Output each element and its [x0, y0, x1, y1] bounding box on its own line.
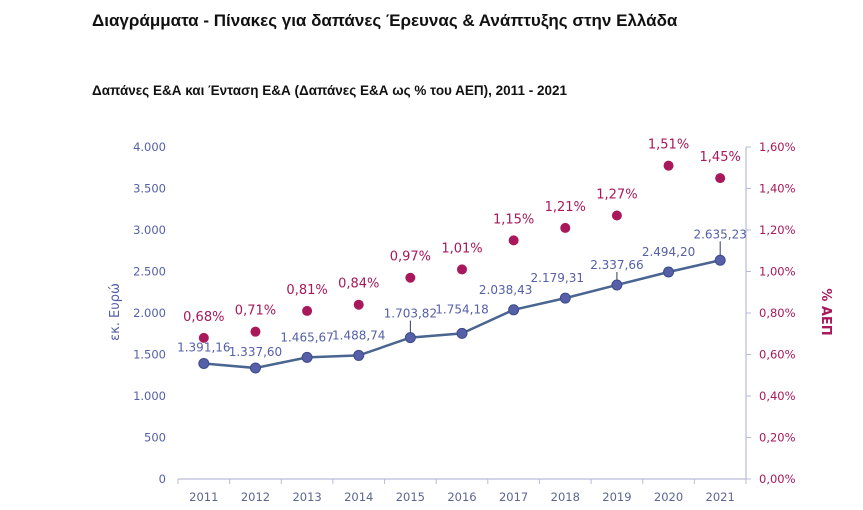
- intensity-data-label: 0,81%: [286, 283, 327, 298]
- x-tick-label: 2015: [396, 490, 425, 504]
- left-axis-ticks: 0 500 1.000 1.500 2.000 2.500 3.000 3.500 4.000: [133, 140, 166, 486]
- expenditure-data-label: 1.754,18: [435, 302, 488, 316]
- intensity-point: [198, 332, 209, 343]
- intensity-data-label: 1,15%: [493, 212, 534, 227]
- intensity-data-label: 0,97%: [390, 250, 431, 265]
- expenditure-point: [559, 292, 571, 304]
- y-right-tick-label: 0,40%: [759, 389, 796, 403]
- intensity-data-label: 0,84%: [338, 277, 379, 292]
- intensity-point: [405, 272, 416, 283]
- intensity-data-label: 1,21%: [545, 200, 586, 215]
- page-title: Διαγράμματα - Πίνακες για δαπάνες Έρευνα…: [92, 11, 678, 30]
- x-tick-label: 2021: [706, 490, 735, 504]
- intensity-point: [302, 305, 313, 316]
- expenditure-point: [301, 351, 313, 363]
- y-right-tick-label: 1,20%: [759, 223, 796, 237]
- intensity-point: [353, 299, 364, 310]
- x-tick-label: 2017: [499, 490, 528, 504]
- chart-title: Δαπάνες Ε&Α και Ένταση Ε&Α (Δαπάνες Ε&Α …: [92, 83, 567, 98]
- y-left-tick-label: 1.000: [133, 389, 166, 403]
- x-tick-label: 2013: [292, 490, 321, 504]
- x-tick-label: 2019: [602, 490, 631, 504]
- x-axis-ticks: 2011 2012 2013 2014 2015 2016 2017 2018 2019 2020…: [177, 479, 747, 504]
- intensity-point: [508, 235, 519, 246]
- y-left-tick-label: 0: [159, 472, 166, 486]
- expenditure-data-label: 2.179,31: [531, 271, 584, 285]
- x-tick-label: 2018: [551, 490, 580, 504]
- intensity-data-label: 1,45%: [700, 150, 741, 165]
- y-right-tick-label: 1,60%: [759, 140, 796, 154]
- y-right-tick-label: 0,80%: [759, 306, 796, 320]
- y-right-tick-label: 0,00%: [759, 472, 796, 486]
- intensity-point: [611, 210, 622, 221]
- x-tick-label: 2016: [447, 490, 476, 504]
- expenditure-data-label: 2.038,43: [479, 283, 532, 297]
- expenditure-data-label: 1.337,60: [229, 345, 282, 359]
- y-left-tick-label: 1.500: [133, 348, 166, 362]
- expenditure-point: [508, 304, 520, 316]
- x-tick-label: 2014: [344, 490, 373, 504]
- intensity-data-label: 1,51%: [648, 138, 689, 153]
- expenditure-data-label: 1.391,16: [177, 341, 230, 355]
- y-right-tick-label: 0,60%: [759, 348, 796, 362]
- intensity-point: [663, 160, 674, 171]
- y-right-tick-label: 1,00%: [759, 265, 796, 279]
- series-expenditure: 1.391,161.337,601.465,671.488,74 1.703,82…: [177, 227, 747, 374]
- expenditure-data-label: 1.703,82: [384, 307, 437, 321]
- y-left-tick-label: 3.000: [133, 223, 166, 237]
- intensity-data-label: 0,71%: [235, 304, 276, 319]
- x-tick-label: 2011: [189, 490, 218, 504]
- x-tick-label: 2020: [654, 490, 683, 504]
- series-intensity: 0,68% 0,71% 0,81% 0,84% 0,97% 1,01% 1,15% 1,21%…: [183, 138, 741, 343]
- expenditure-data-label: 2.337,66: [590, 258, 643, 272]
- expenditure-point: [353, 349, 365, 361]
- y-left-tick-label: 500: [144, 431, 166, 445]
- expenditure-data-label: 1.488,74: [332, 328, 385, 342]
- expenditure-data-label: 2.494,20: [642, 245, 695, 259]
- y-right-tick-label: 0,20%: [759, 431, 796, 445]
- expenditure-point: [611, 279, 623, 291]
- y-left-tick-label: 4.000: [133, 140, 166, 154]
- y-left-tick-label: 3.500: [133, 182, 166, 196]
- intensity-data-label: 0,68%: [183, 310, 224, 325]
- expenditure-point: [663, 266, 675, 278]
- expenditure-data-label: 1.465,67: [280, 330, 333, 344]
- right-axis-ticks: 0,00% 0,20% 0,40% 0,60% 0,80% 1,00% 1,20% 1,40%…: [746, 140, 796, 486]
- y-right-tick-label: 1,40%: [759, 182, 796, 196]
- expenditure-point: [249, 362, 261, 374]
- expenditure-data-label: 2.635,23: [693, 227, 746, 241]
- y-axis-left-label: εκ. Ευρώ: [108, 283, 123, 341]
- intensity-point: [560, 222, 571, 233]
- intensity-point: [715, 173, 726, 184]
- expenditure-point: [714, 254, 726, 266]
- intensity-point: [457, 264, 467, 275]
- y-left-tick-label: 2.000: [133, 306, 166, 320]
- expenditure-point: [456, 327, 468, 339]
- intensity-data-label: 1,27%: [596, 187, 637, 202]
- x-tick-label: 2012: [241, 490, 270, 504]
- intensity-data-label: 1,01%: [441, 241, 482, 256]
- intensity-point: [250, 326, 261, 337]
- expenditure-point: [198, 358, 210, 370]
- expenditure-point: [404, 332, 416, 344]
- y-left-tick-label: 2.500: [133, 265, 166, 279]
- y-axis-right-label: % ΑΕΠ: [818, 288, 833, 335]
